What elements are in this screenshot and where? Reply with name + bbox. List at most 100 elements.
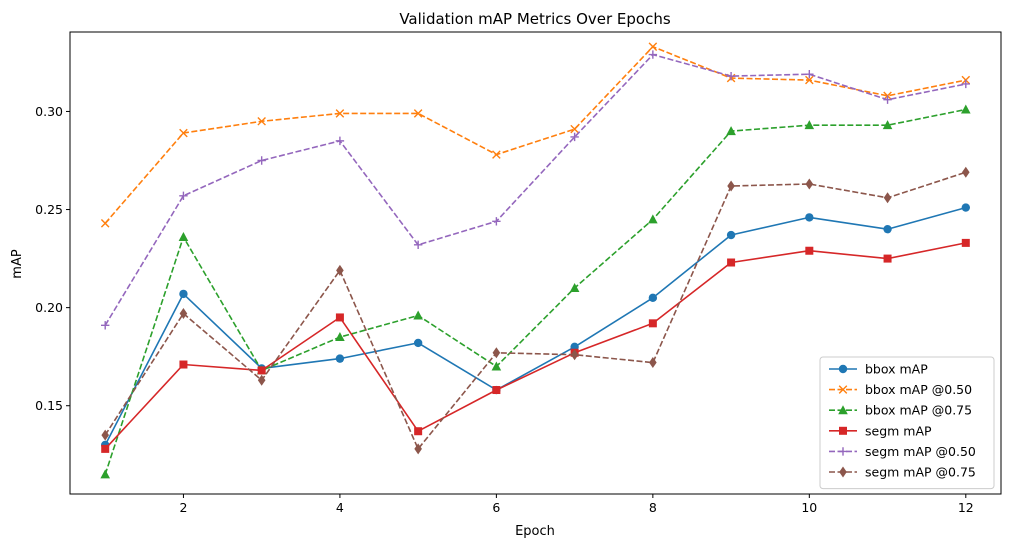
legend-marker xyxy=(839,466,847,478)
data-point xyxy=(805,178,814,190)
data-point xyxy=(101,321,110,330)
data-point xyxy=(726,230,736,240)
legend-marker xyxy=(838,405,848,415)
data-point xyxy=(883,254,892,263)
data-point xyxy=(961,238,970,247)
series-line xyxy=(104,171,967,450)
x-tick-label: 10 xyxy=(801,500,817,515)
y-tick-label: 0.30 xyxy=(35,104,63,119)
legend-label: bbox mAP @0.50 xyxy=(865,382,972,397)
series-2 xyxy=(100,104,971,479)
x-axis: 2 4 6 8 10 12 xyxy=(179,494,974,515)
data-point xyxy=(100,469,111,479)
series-line xyxy=(104,53,966,326)
legend-item: bbox mAP @0.75 xyxy=(829,403,972,418)
data-point xyxy=(257,374,266,386)
data-point xyxy=(883,95,892,104)
data-point xyxy=(413,109,423,118)
legend-item: segm mAP @0.75 xyxy=(829,465,976,480)
data-point xyxy=(257,366,266,375)
legend-item: bbox mAP xyxy=(829,362,928,377)
y-tick-label: 0.25 xyxy=(35,202,63,217)
legend-label: bbox mAP @0.75 xyxy=(865,403,972,418)
series-line xyxy=(104,206,967,446)
data-point xyxy=(492,386,501,395)
data-point xyxy=(727,258,736,267)
legend: bbox mAP bbox mAP @0.50 bbox mAP @0.75 segm… xyxy=(819,356,995,490)
data-point xyxy=(649,357,657,369)
data-point xyxy=(179,289,188,299)
data-point xyxy=(805,75,814,85)
data-point xyxy=(648,214,658,224)
data-point xyxy=(883,192,892,204)
data-point xyxy=(961,203,970,212)
data-point xyxy=(257,156,266,165)
data-point xyxy=(335,136,345,146)
data-point xyxy=(726,126,736,136)
data-point xyxy=(178,232,189,242)
data-point xyxy=(179,360,188,369)
legend-marker xyxy=(838,385,848,394)
legend-item: segm mAP @0.50 xyxy=(829,444,976,459)
y-axis: 0.15 0.20 0.25 0.30 xyxy=(35,104,70,413)
data-point xyxy=(961,166,970,178)
legend-label: segm mAP xyxy=(865,423,932,438)
legend-marker xyxy=(838,447,848,456)
series-line xyxy=(104,108,966,475)
data-point xyxy=(492,347,501,359)
data-point xyxy=(414,443,422,455)
data-point xyxy=(335,109,345,118)
data-point xyxy=(336,264,344,276)
data-point xyxy=(491,361,502,371)
data-point xyxy=(413,240,423,250)
data-point xyxy=(882,120,893,130)
data-point xyxy=(335,313,344,322)
data-point xyxy=(805,213,814,222)
data-point xyxy=(492,150,501,159)
data-point xyxy=(335,332,345,342)
data-point xyxy=(727,180,735,192)
legend-item: segm mAP xyxy=(829,423,932,438)
y-axis-label: mAP xyxy=(10,249,25,279)
series-1 xyxy=(100,42,971,228)
data-point xyxy=(414,427,423,436)
data-point xyxy=(335,354,345,363)
series-4 xyxy=(101,50,970,330)
data-point xyxy=(648,42,658,52)
data-point xyxy=(101,444,110,453)
data-point xyxy=(570,132,579,142)
series-group xyxy=(100,42,971,479)
data-point xyxy=(648,319,657,328)
y-tick-label: 0.15 xyxy=(35,398,63,413)
series-5 xyxy=(101,166,970,455)
data-point xyxy=(100,218,110,228)
data-point xyxy=(179,308,188,320)
data-point xyxy=(805,246,814,255)
y-tick-label: 0.20 xyxy=(35,300,63,315)
plot-frame xyxy=(69,31,1002,495)
data-point xyxy=(492,217,501,226)
data-point xyxy=(101,429,110,441)
data-point xyxy=(257,116,266,126)
data-point xyxy=(179,128,188,138)
series-line xyxy=(104,45,966,224)
data-point xyxy=(179,191,188,201)
legend-label: segm mAP @0.75 xyxy=(865,465,976,480)
data-point xyxy=(726,71,736,81)
legend-marker xyxy=(838,364,848,374)
x-tick-label: 4 xyxy=(336,500,344,515)
legend-marker xyxy=(839,426,847,435)
data-point xyxy=(883,224,892,234)
data-point xyxy=(570,124,579,134)
legend-box xyxy=(819,356,995,490)
x-tick-label: 12 xyxy=(958,500,974,515)
x-axis-label: Epoch xyxy=(515,524,555,539)
data-point xyxy=(413,338,423,348)
data-point xyxy=(413,310,423,320)
chart-title: Validation mAP Metrics Over Epochs xyxy=(399,10,671,28)
x-tick-label: 8 xyxy=(649,500,657,515)
legend-label: bbox mAP xyxy=(865,362,928,377)
x-tick-label: 2 xyxy=(179,500,187,515)
data-point xyxy=(569,283,580,293)
